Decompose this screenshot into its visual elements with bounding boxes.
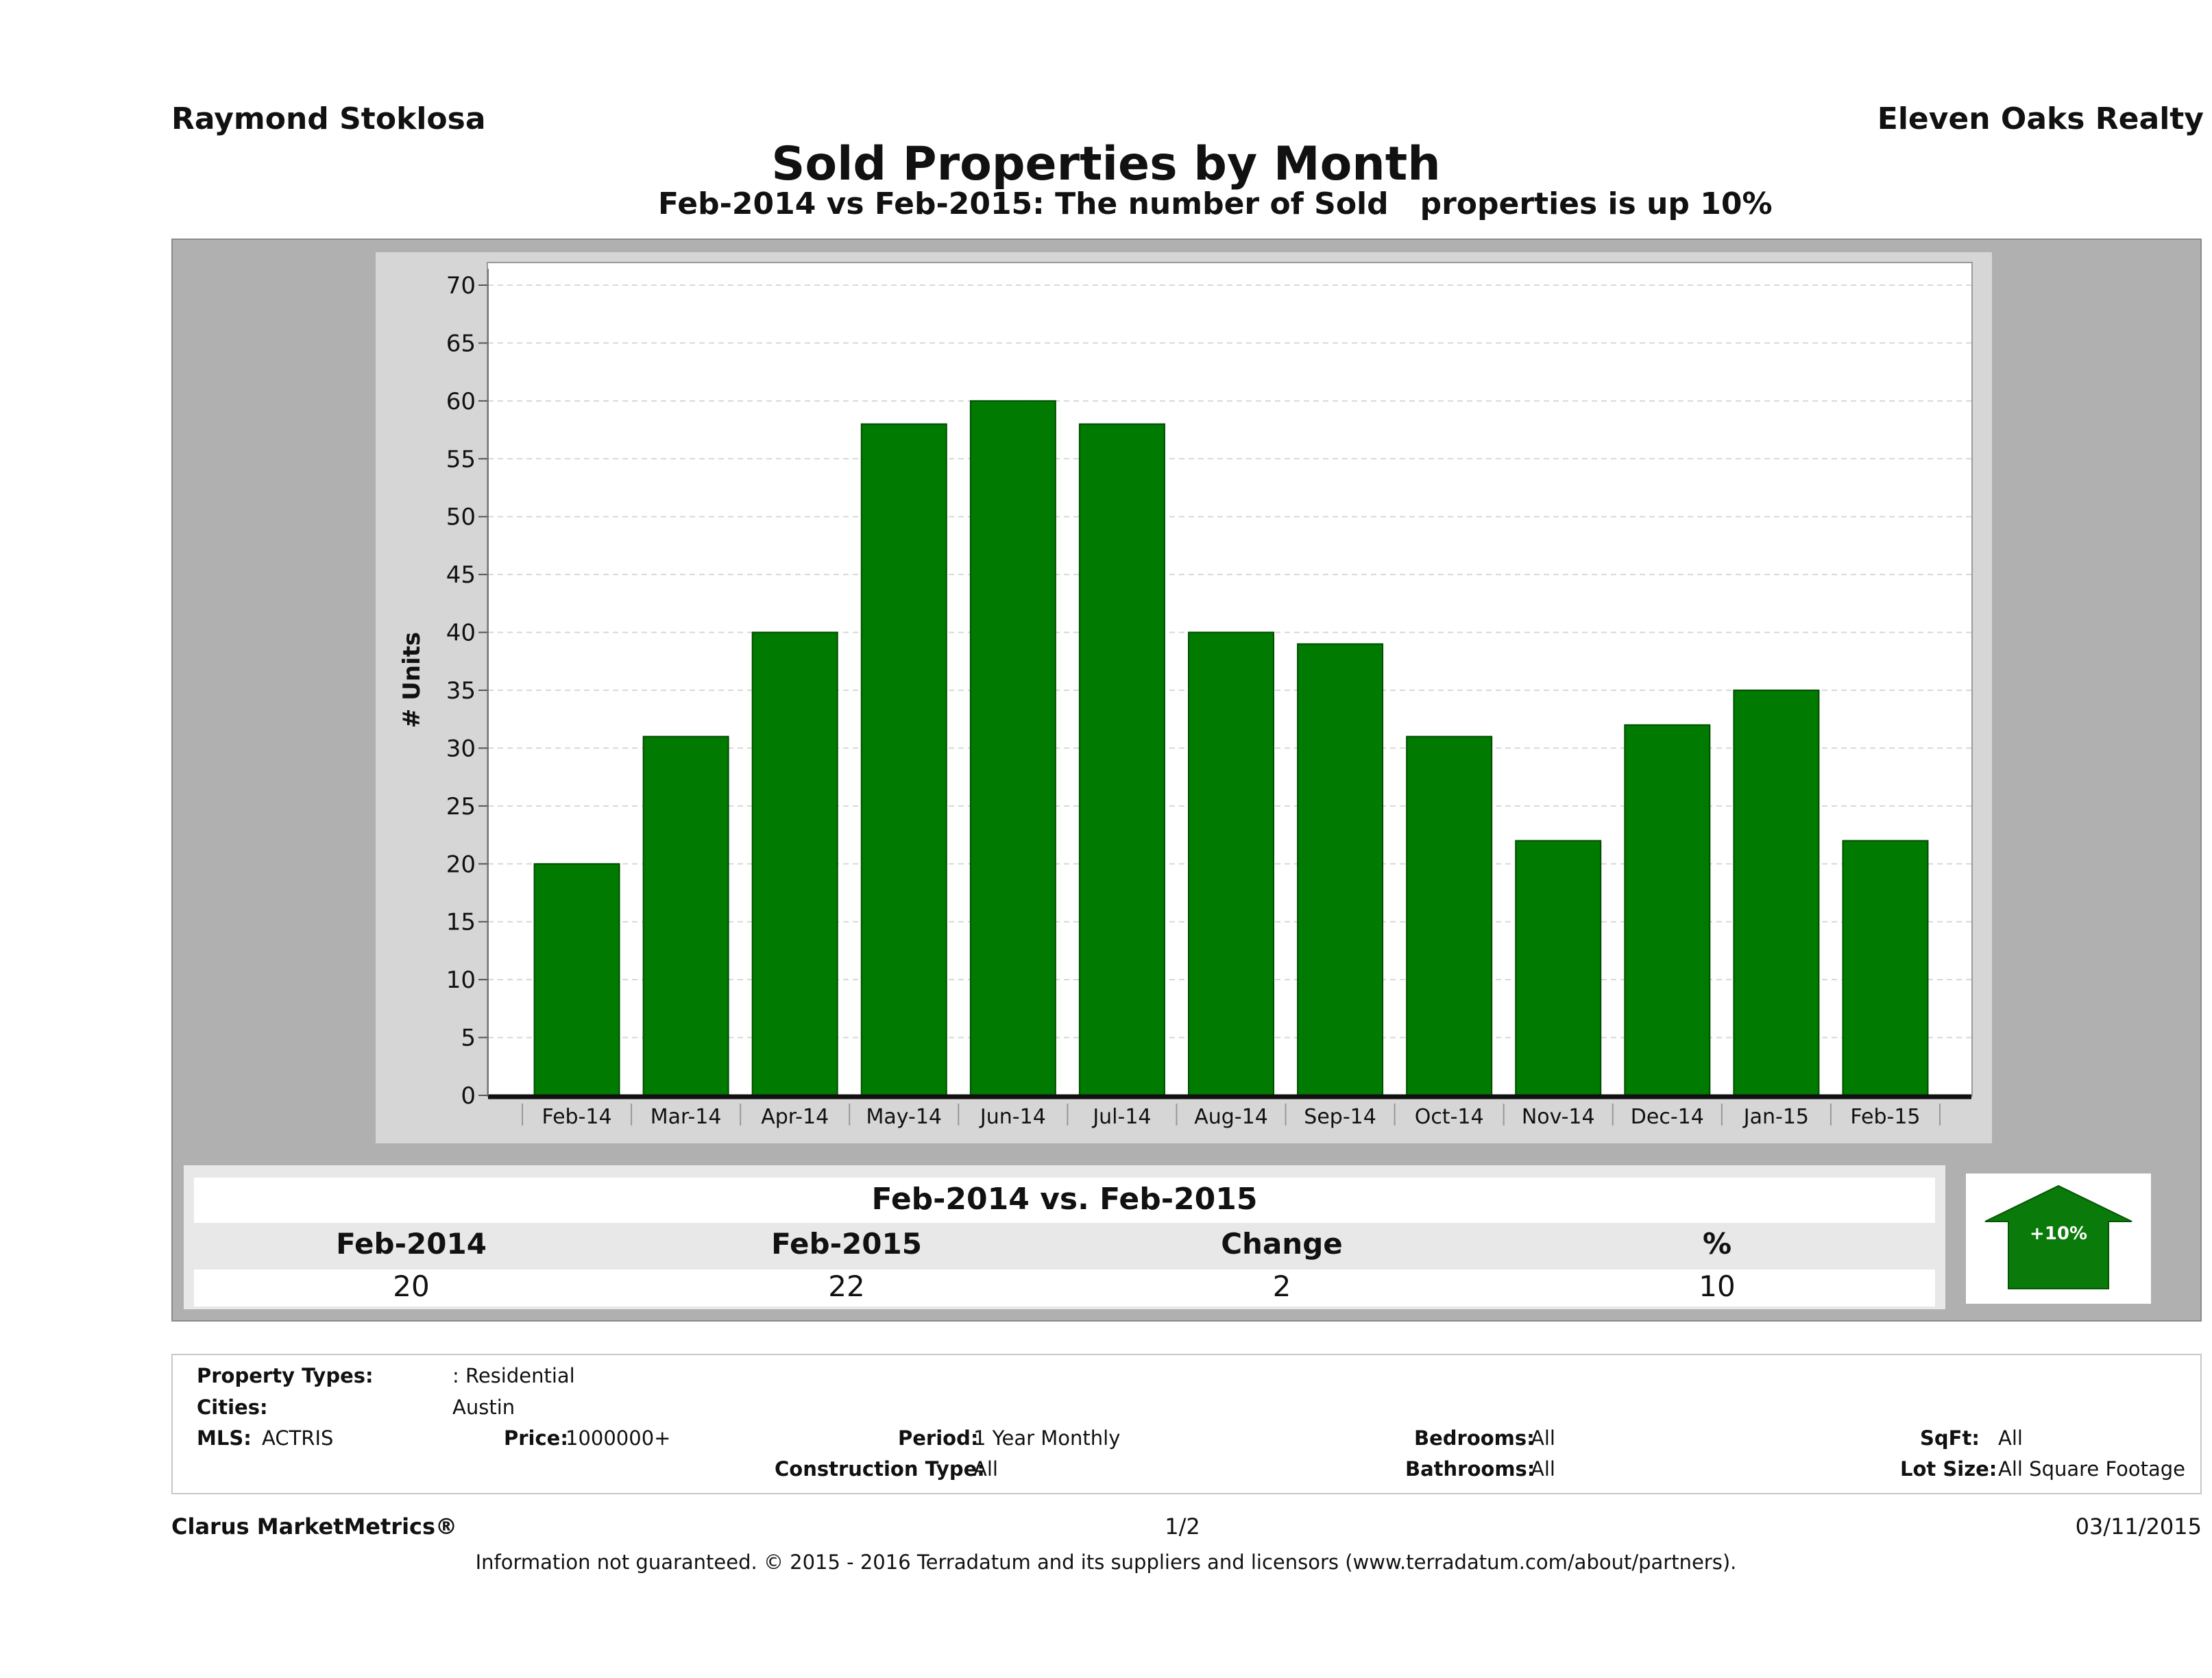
construction-type-value: All <box>973 1457 998 1481</box>
summary-value-change: 2 <box>1272 1269 1291 1303</box>
summary-value-percent: 10 <box>1699 1269 1736 1303</box>
y-tick-label: 30 <box>446 735 476 762</box>
page-subtitle: Feb-2014 vs Feb-2015: The number of Sold… <box>658 186 1773 221</box>
period-label: Period: <box>898 1426 979 1450</box>
price-label: Price: <box>504 1426 568 1450</box>
footer-brand: Clarus MarketMetrics® <box>171 1513 458 1540</box>
sqft-value: All <box>1998 1426 2023 1450</box>
page-title: Sold Properties by Month <box>771 137 1441 191</box>
summary-header-percent: % <box>1702 1227 1732 1261</box>
summary-header-end: Feb-2015 <box>771 1227 922 1261</box>
bar-apr-14 <box>751 631 838 1096</box>
cities-label: Cities: <box>197 1396 268 1419</box>
construction-type-label: Construction Type: <box>775 1457 985 1481</box>
x-tick-label: Feb-15 <box>1850 1105 1920 1129</box>
bar-jan-15 <box>1733 690 1820 1096</box>
x-tick-label: Sep-14 <box>1304 1105 1376 1129</box>
bedrooms-label: Bedrooms: <box>1414 1426 1535 1450</box>
x-tick-label: Apr-14 <box>761 1105 829 1129</box>
bars <box>533 400 1929 1097</box>
brokerage-name: Eleven Oaks Realty <box>1877 101 2204 136</box>
lot-size-label: Lot Size: <box>1900 1457 1997 1481</box>
price-value: 1000000+ <box>566 1426 671 1450</box>
x-tick-label: Jan-15 <box>1742 1105 1809 1129</box>
bathrooms-label: Bathrooms: <box>1405 1457 1535 1481</box>
y-tick-label: 35 <box>446 677 476 705</box>
bar-oct-14 <box>1406 735 1493 1096</box>
x-axis-ticks: Feb-14 Mar-14 Apr-14 May-14 Jun-14 Jul-14 Aug-… <box>522 1104 1941 1129</box>
bar-chart: 0 5 10 15 20 25 30 35 40 45 50 55 60 65 70 Feb-14 Mar-1… <box>398 269 1971 1129</box>
bathrooms-value: All <box>1531 1457 1555 1481</box>
page-number: 1/2 <box>1165 1513 1200 1540</box>
filters-panel <box>171 1354 2202 1494</box>
x-tick-label: Jun-14 <box>979 1105 1046 1129</box>
x-tick-label: Dec-14 <box>1631 1105 1704 1129</box>
lot-size-value: All Square Footage <box>1998 1457 2186 1481</box>
bar-aug-14 <box>1188 631 1274 1096</box>
bar-mar-14 <box>642 735 729 1096</box>
report-date: 03/11/2015 <box>2075 1513 2202 1540</box>
summary-value-start: 20 <box>393 1269 430 1303</box>
y-tick-label: 55 <box>446 446 476 473</box>
summary-value-end: 22 <box>828 1269 865 1303</box>
bar-sep-14 <box>1297 643 1384 1096</box>
y-tick-label: 0 <box>461 1082 476 1110</box>
mls-value: ACTRIS <box>262 1426 334 1450</box>
y-tick-label: 50 <box>446 504 476 531</box>
bar-feb-14 <box>533 863 620 1097</box>
cities-value: Austin <box>452 1396 515 1419</box>
bar-may-14 <box>860 423 947 1096</box>
period-value: 1 Year Monthly <box>973 1426 1121 1450</box>
bedrooms-value: All <box>1531 1426 1555 1450</box>
y-tick-label: 45 <box>446 561 476 589</box>
x-tick-label: Feb-14 <box>542 1105 611 1129</box>
y-tick-label: 20 <box>446 851 476 878</box>
x-tick-label: Nov-14 <box>1522 1105 1595 1129</box>
y-tick-label: 15 <box>446 909 476 936</box>
sqft-label: SqFt: <box>1920 1426 1980 1450</box>
summary-title-row <box>194 1178 1935 1223</box>
x-tick-label: Mar-14 <box>651 1105 722 1129</box>
y-tick-label: 25 <box>446 793 476 820</box>
up-arrow-icon: +10% <box>1984 1184 2132 1289</box>
y-tick-label: 40 <box>446 620 476 647</box>
x-tick-label: May-14 <box>866 1105 943 1129</box>
bar-dec-14 <box>1624 724 1711 1096</box>
y-tick-label: 70 <box>446 272 476 300</box>
summary-values-row <box>194 1269 1935 1306</box>
x-tick-label: Aug-14 <box>1194 1105 1268 1129</box>
property-types-value: : Residential <box>452 1364 575 1387</box>
bar-jun-14 <box>969 400 1056 1096</box>
y-tick-label: 10 <box>446 966 476 994</box>
x-tick-label: Jul-14 <box>1091 1105 1151 1129</box>
property-types-label: Property Types: <box>197 1364 374 1387</box>
change-badge-label: +10% <box>2030 1224 2087 1244</box>
y-tick-label: 60 <box>446 388 476 415</box>
summary-title: Feb-2014 vs. Feb-2015 <box>871 1182 1258 1217</box>
y-tick-label: 5 <box>461 1025 476 1052</box>
agent-name: Raymond Stoklosa <box>171 101 486 136</box>
mls-label: MLS: <box>197 1426 252 1450</box>
y-axis-ticks: 0 5 10 15 20 25 30 35 40 45 50 55 60 65 70 <box>446 272 488 1110</box>
bar-jul-14 <box>1078 423 1165 1096</box>
summary-header-start: Feb-2014 <box>336 1227 487 1261</box>
disclaimer: Information not guaranteed. © 2015 - 201… <box>475 1551 1737 1574</box>
x-tick-label: Oct-14 <box>1415 1105 1484 1129</box>
y-tick-label: 65 <box>446 330 476 357</box>
summary-header-change: Change <box>1221 1227 1343 1261</box>
bar-feb-15 <box>1842 840 1929 1096</box>
bar-nov-14 <box>1515 840 1602 1096</box>
change-badge: +10% <box>1966 1174 2151 1304</box>
y-axis-label: # Units <box>398 632 426 728</box>
